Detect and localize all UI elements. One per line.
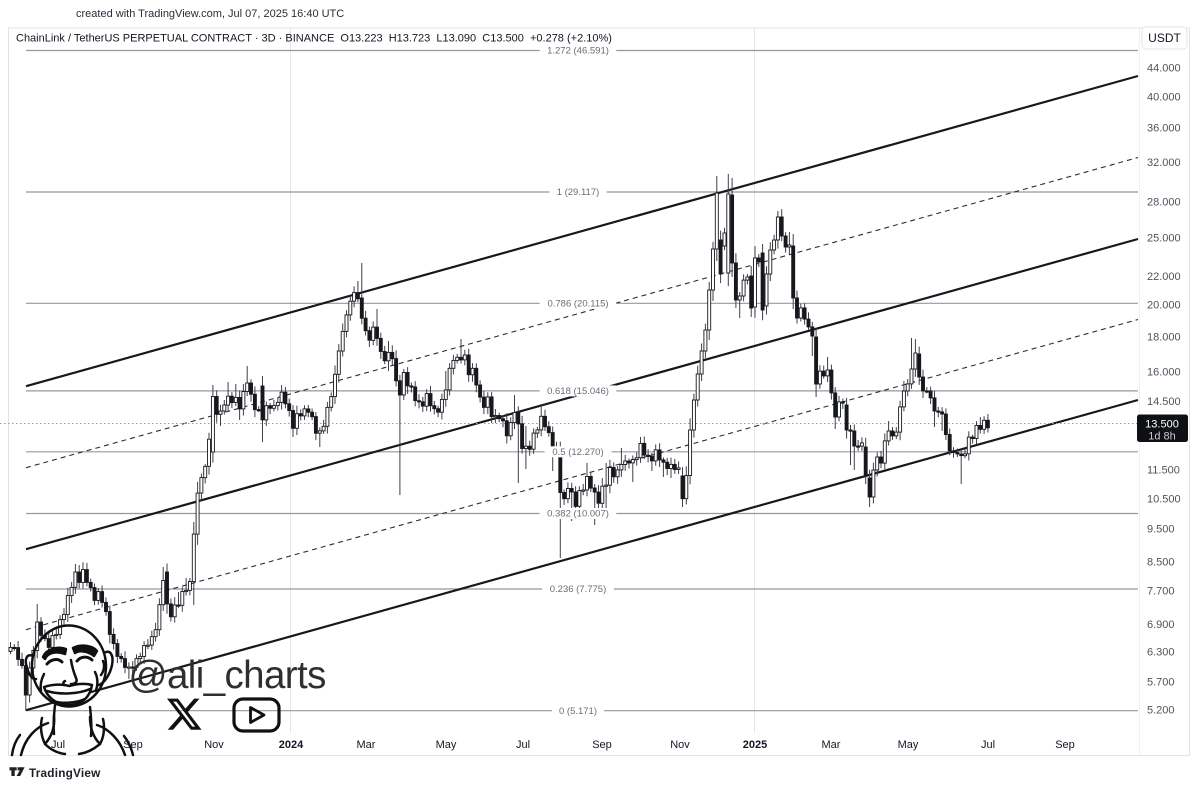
svg-text:25.000: 25.000 (1147, 233, 1181, 245)
svg-text:Sep: Sep (1055, 739, 1075, 751)
svg-text:13.500: 13.500 (1145, 419, 1179, 431)
svg-text:14.500: 14.500 (1147, 396, 1181, 408)
svg-text:6.900: 6.900 (1147, 619, 1175, 631)
svg-text:May: May (436, 739, 457, 751)
svg-text:0.236 (7.775): 0.236 (7.775) (550, 584, 607, 595)
svg-text:9.500: 9.500 (1147, 524, 1175, 536)
svg-text:16.000: 16.000 (1147, 367, 1181, 379)
svg-text:USDT: USDT (1148, 31, 1181, 45)
svg-text:7.700: 7.700 (1147, 586, 1175, 598)
svg-text:20.000: 20.000 (1147, 300, 1181, 312)
svg-text:Mar: Mar (822, 739, 841, 751)
svg-text:TradingView: TradingView (29, 766, 101, 780)
svg-text:Mar: Mar (357, 739, 376, 751)
svg-text:40.000: 40.000 (1147, 92, 1181, 104)
svg-text:Jul: Jul (516, 739, 530, 751)
svg-text:0.618 (15.046): 0.618 (15.046) (547, 386, 609, 397)
svg-text:28.000: 28.000 (1147, 197, 1181, 209)
svg-text:Nov: Nov (670, 739, 690, 751)
svg-text:1 (29.117): 1 (29.117) (557, 187, 600, 198)
svg-text:11.500: 11.500 (1147, 465, 1180, 477)
svg-text:0.786 (20.115): 0.786 (20.115) (547, 299, 608, 310)
svg-text:36.000: 36.000 (1147, 123, 1181, 135)
svg-text:Jul: Jul (51, 739, 65, 751)
svg-text:2024: 2024 (279, 739, 304, 751)
svg-text:8.500: 8.500 (1147, 557, 1175, 569)
svg-text:Jul: Jul (981, 739, 995, 751)
svg-text:10.500: 10.500 (1147, 494, 1181, 506)
svg-text:0.5 (12.270): 0.5 (12.270) (552, 447, 603, 458)
svg-text:22.000: 22.000 (1147, 271, 1181, 283)
svg-text:May: May (898, 739, 919, 751)
svg-text:created with TradingView.com,: created with TradingView.com, Jul 07, 20… (76, 8, 344, 20)
svg-text:5.700: 5.700 (1147, 677, 1175, 689)
svg-text:0.382 (10.007): 0.382 (10.007) (547, 509, 609, 520)
svg-text:Nov: Nov (204, 739, 224, 751)
svg-text:Sep: Sep (123, 739, 143, 751)
svg-text:44.000: 44.000 (1147, 63, 1181, 75)
svg-text:6.300: 6.300 (1147, 647, 1175, 659)
svg-text:Sep: Sep (592, 739, 612, 751)
svg-text:0 (5.171): 0 (5.171) (559, 706, 597, 717)
svg-text:1d 8h: 1d 8h (1148, 431, 1176, 443)
svg-text:@ali_charts: @ali_charts (129, 654, 326, 697)
svg-text:32.000: 32.000 (1147, 157, 1181, 169)
svg-text:1.272 (46.591): 1.272 (46.591) (547, 46, 609, 57)
svg-text:18.000: 18.000 (1147, 332, 1181, 344)
svg-text:5.200: 5.200 (1147, 705, 1175, 717)
svg-text:ChainLink / TetherUS PERPETUAL: ChainLink / TetherUS PERPETUAL CONTRACT … (16, 33, 612, 45)
svg-text:2025: 2025 (743, 739, 767, 751)
